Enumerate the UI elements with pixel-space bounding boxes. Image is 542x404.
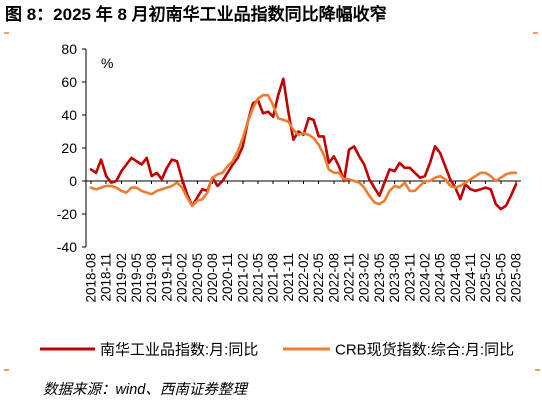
crb-series-line	[89, 93, 518, 208]
x-tick-label: 2023-05	[372, 253, 387, 303]
source-note: 数据来源：wind、西南证券整理	[43, 381, 249, 398]
y-axis: 80 60 40 20 0 -20 -40	[57, 41, 87, 255]
legend: 南华工业品指数:月:同比 CRB现货指数:综合:月:同比	[40, 342, 514, 359]
x-tick-label: 2025-02	[478, 253, 493, 303]
x-tick-label: 2022-08	[326, 253, 341, 303]
crb-legend-label: CRB现货指数:综合:月:同比	[335, 342, 514, 359]
x-tick-label: 2024-11	[463, 253, 478, 302]
x-tick-label: 2023-08	[387, 253, 402, 303]
x-tick-label: 2023-11	[402, 253, 417, 302]
x-tick-label: 2019-05	[129, 253, 144, 303]
y-tick-label: 60	[61, 74, 77, 90]
x-tick-label: 2019-02	[114, 253, 129, 303]
y-tick-label: -40	[57, 239, 77, 255]
x-tick-label: 2020-02	[175, 253, 190, 303]
x-tick-label: 2022-05	[311, 253, 326, 303]
x-axis: 2018-08 2018-11 2019-02 2019-05 2019-08 2019-…	[84, 180, 524, 303]
x-tick-label: 2019-08	[144, 253, 159, 303]
x-tick-label: 2024-08	[448, 253, 463, 303]
series-lines	[89, 77, 518, 211]
x-tick-label: 2021-11	[281, 253, 296, 302]
x-tick-label: 2020-08	[205, 253, 220, 303]
y-tick-label: 0	[69, 173, 77, 189]
x-tick-label: 2021-05	[250, 253, 265, 303]
x-tick-label: 2024-05	[433, 253, 448, 303]
x-tick-label: 2019-11	[159, 253, 174, 302]
x-tick-label: 2018-11	[99, 253, 114, 302]
x-tick-label: 2024-02	[417, 253, 432, 303]
figure-title: 图 8：2025 年 8 月初南华工业品指数同比降幅收窄	[5, 4, 387, 24]
x-tick-label: 2018-08	[84, 253, 99, 303]
nanhua-series-line	[89, 77, 518, 211]
x-tick-label: 2021-02	[235, 253, 250, 303]
x-tick-label: 2022-11	[342, 253, 357, 302]
x-tick-label: 2022-02	[296, 253, 311, 303]
y-tick-label: -20	[57, 206, 77, 222]
x-tick-label: 2020-11	[220, 253, 235, 302]
x-tick-label: 2025-08	[509, 253, 524, 303]
x-tick-label: 2020-05	[190, 253, 205, 303]
x-tick-label: 2023-02	[357, 253, 372, 303]
y-tick-label: 80	[61, 41, 77, 57]
y-tick-label: 20	[61, 140, 77, 156]
y-tick-label: 40	[61, 107, 77, 123]
x-tick-label: 2025-05	[493, 253, 508, 303]
x-tick-label: 2021-08	[266, 253, 281, 303]
y-unit-label: %	[101, 55, 113, 71]
nanhua-legend-label: 南华工业品指数:月:同比	[100, 342, 258, 359]
